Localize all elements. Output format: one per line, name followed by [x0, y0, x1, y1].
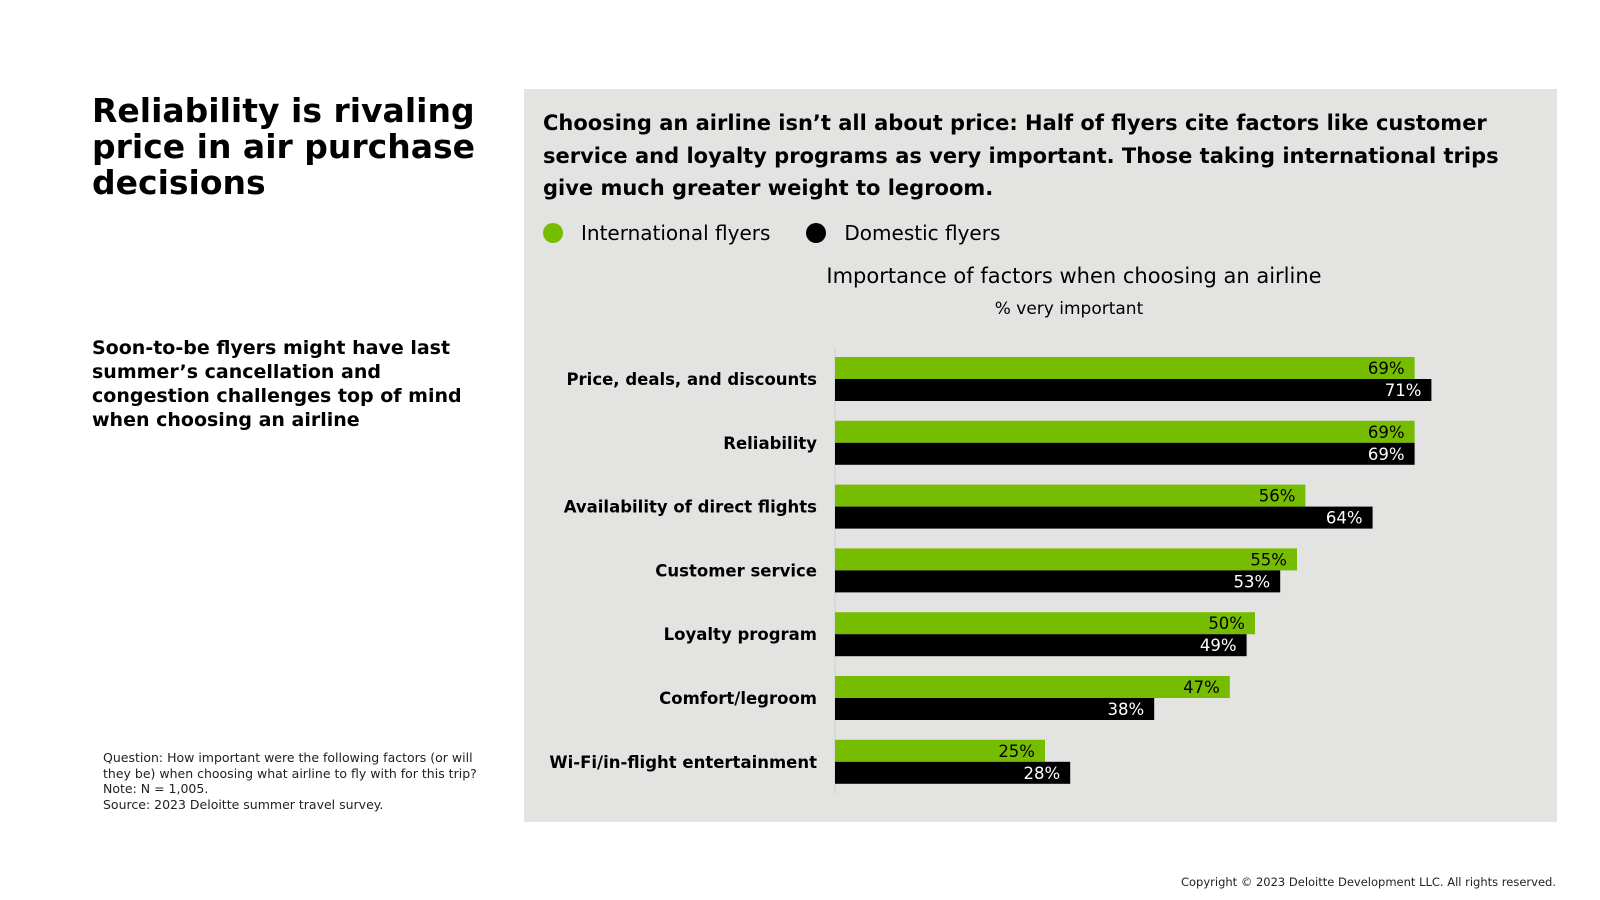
black-dot-icon — [806, 223, 827, 243]
value-label-international: 25% — [998, 742, 1035, 761]
chart-subtitle: % very important — [994, 299, 1144, 319]
value-label-domestic: 64% — [1326, 509, 1363, 528]
chart-legend: International flyers Domestic flyers — [543, 218, 1036, 248]
bar-domestic — [835, 442, 1415, 465]
bar-domestic — [835, 634, 1247, 657]
bar-international — [835, 484, 1306, 507]
value-label-domestic: 49% — [1200, 636, 1237, 655]
bar-domestic — [835, 761, 1071, 784]
bar-international — [835, 676, 1230, 698]
source-note: Source: 2023 Deloitte summer travel surv… — [103, 796, 384, 812]
survey-question: Question: How important were the followi… — [103, 750, 477, 781]
page-subtitle: Soon-to-be flyers might have last summer… — [92, 337, 462, 431]
legend-item-domestic: Domestic flyers — [806, 221, 1000, 245]
legend-item-international: International flyers — [543, 221, 770, 245]
category-label: Customer service — [655, 561, 817, 580]
value-label-international: 56% — [1259, 487, 1296, 506]
category-label: Wi-Fi/in-flight entertainment — [549, 753, 817, 772]
bar-international — [835, 420, 1415, 443]
bar-domestic — [835, 506, 1373, 529]
category-label: Loyalty program — [664, 625, 817, 644]
value-label-domestic: 69% — [1368, 445, 1405, 464]
value-label-international: 55% — [1250, 550, 1287, 569]
category-label: Comfort/legroom — [659, 689, 817, 708]
footnotes: Question: How important were the followi… — [103, 750, 503, 812]
value-label-domestic: 38% — [1108, 700, 1145, 719]
value-label-international: 50% — [1208, 614, 1245, 633]
category-label: Availability of direct flights — [564, 498, 817, 517]
bar-international — [835, 739, 1045, 762]
green-dot-icon — [543, 223, 563, 243]
value-label-international: 69% — [1368, 359, 1405, 378]
category-label: Price, deals, and discounts — [566, 370, 817, 389]
legend-label-international: International flyers — [581, 221, 771, 245]
bar-international — [835, 548, 1297, 571]
chart-headline: Choosing an airline isn’t all about pric… — [543, 111, 1499, 200]
copyright-notice: Copyright © 2023 Deloitte Development LL… — [1180, 875, 1556, 889]
chart-title: Importance of factors when choosing an a… — [826, 264, 1322, 288]
category-label: Reliability — [723, 434, 817, 453]
value-label-domestic: 71% — [1385, 381, 1422, 400]
legend-label-domestic: Domestic flyers — [844, 221, 1001, 245]
bar-domestic — [835, 570, 1281, 593]
value-label-domestic: 28% — [1024, 764, 1061, 783]
bar-international — [835, 612, 1255, 635]
page-title: Reliability is rivaling price in air pur… — [92, 91, 476, 202]
value-label-international: 47% — [1183, 678, 1220, 697]
sample-note: Note: N = 1,005. — [103, 781, 209, 796]
value-label-international: 69% — [1368, 423, 1405, 442]
bar-domestic — [835, 698, 1155, 720]
bar-international — [835, 357, 1415, 379]
chart-panel: Choosing an airline isn’t all about pric… — [524, 89, 1557, 822]
bar-chart: Price, deals, and discounts 69% 71% Reliabi… — [549, 347, 1432, 794]
bar-domestic — [835, 379, 1432, 401]
value-label-domestic: 53% — [1234, 572, 1271, 591]
